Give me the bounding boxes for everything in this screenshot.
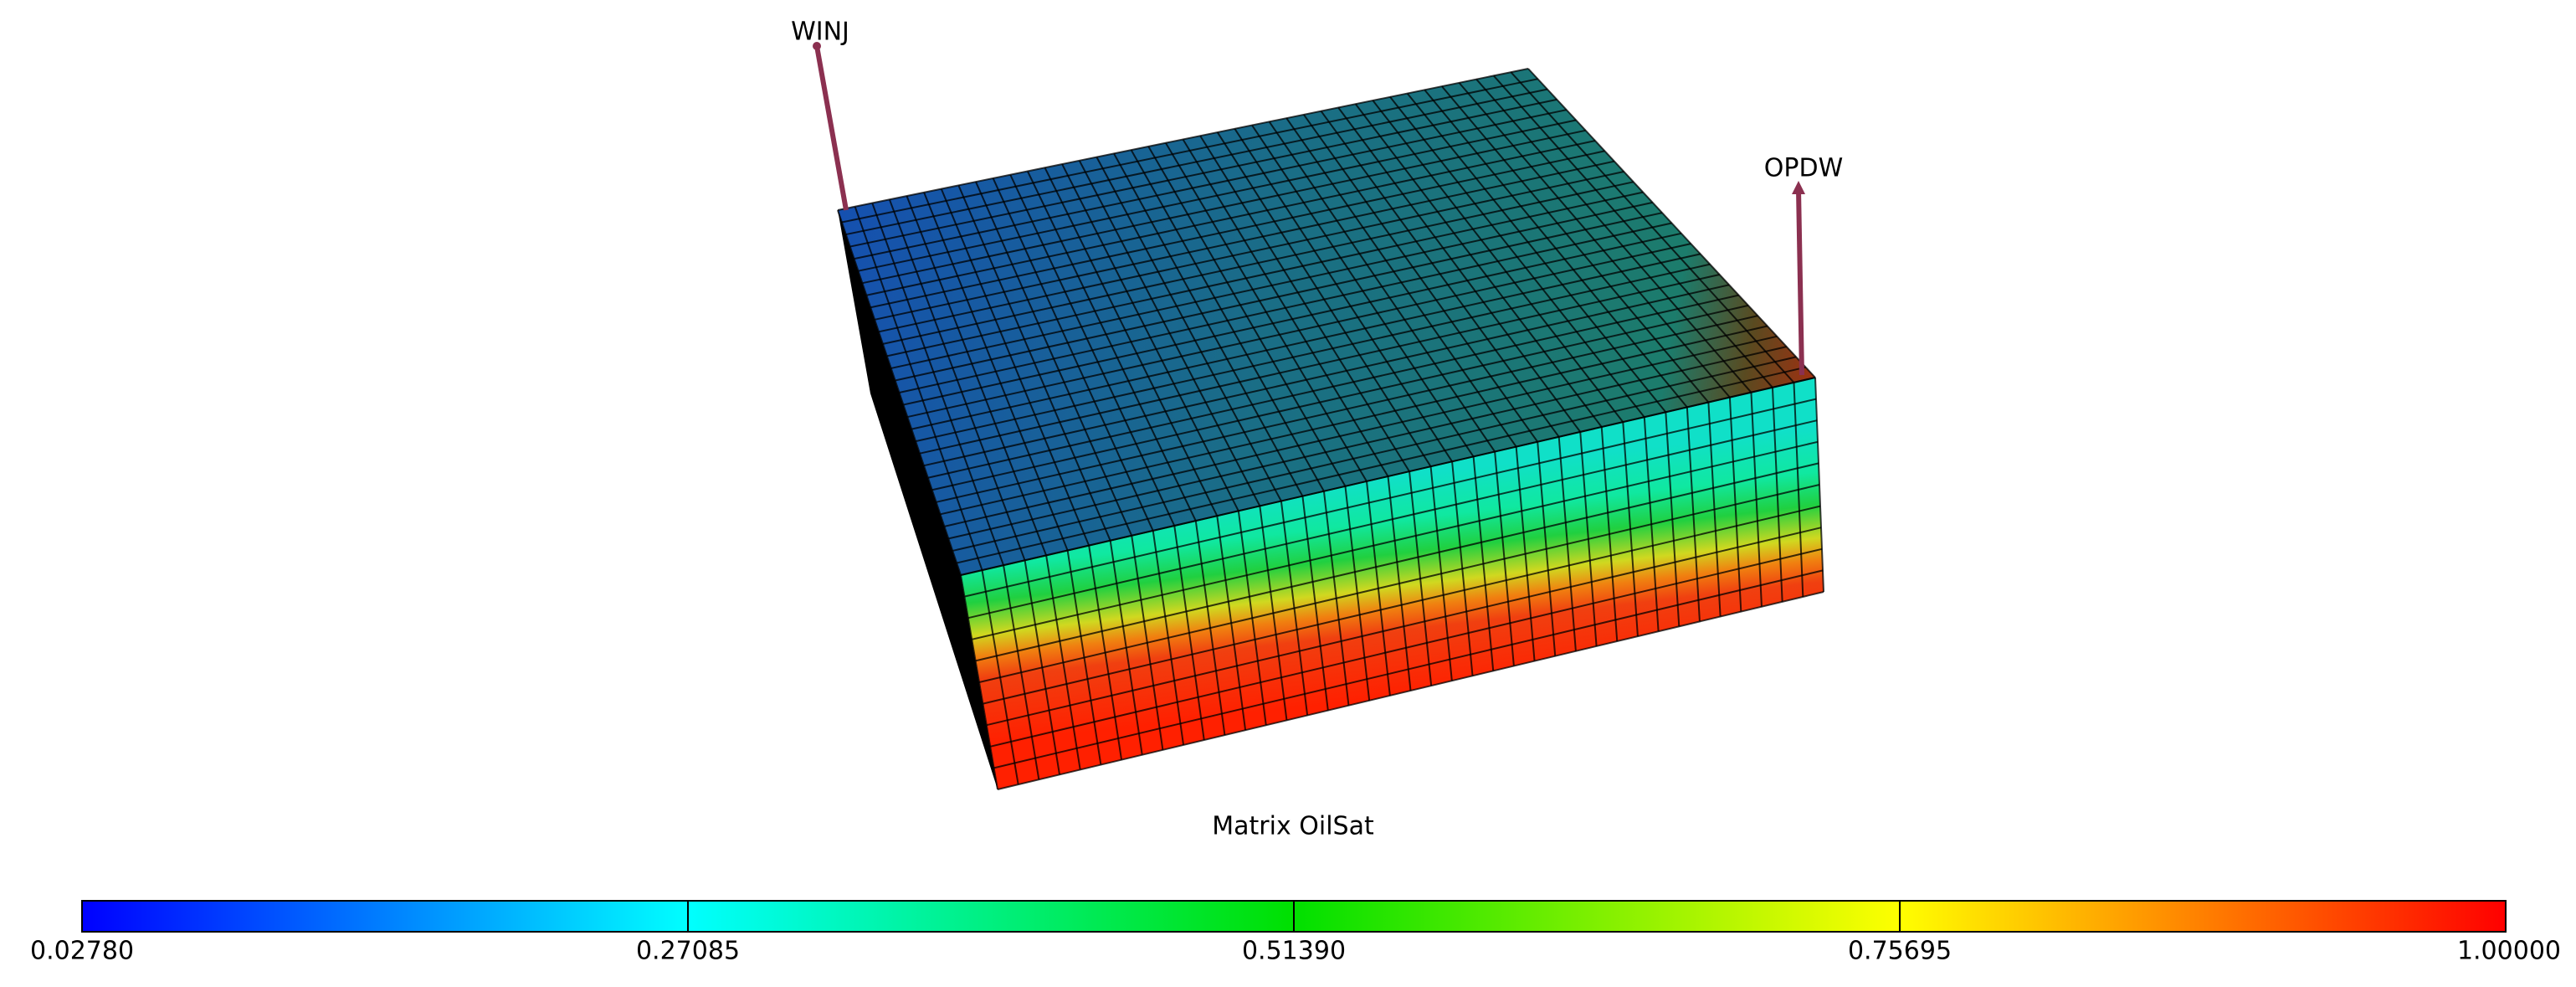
well-label: WINJ: [791, 18, 849, 47]
cell-edge: [927, 294, 1739, 479]
cell-edge: [890, 201, 1653, 369]
cell-edge: [940, 325, 1768, 516]
cell-edge: [944, 335, 1778, 527]
cell-edge: [837, 68, 1529, 211]
cell-edge: [862, 129, 1586, 285]
cell-edge: [989, 547, 1823, 748]
cell-edge: [960, 377, 1816, 576]
cell-edge: [997, 591, 1824, 790]
cell-edge: [975, 462, 1819, 662]
cell-edge: [874, 160, 1615, 321]
cell-edge: [841, 78, 1538, 224]
well-trajectory: [814, 45, 849, 211]
cell-edge: [866, 140, 1596, 296]
cell-edge: [978, 484, 1820, 683]
cell-edge: [986, 527, 1822, 727]
cell-edge: [993, 569, 1824, 769]
left-face: [838, 210, 998, 789]
cell-edge: [845, 88, 1548, 236]
cell-edge: [971, 440, 1819, 640]
cell-edge: [907, 243, 1691, 419]
cell-edge: [964, 398, 1817, 598]
well-label: OPDW: [1764, 154, 1843, 183]
cell-edge: [952, 356, 1797, 552]
cell-edge: [903, 232, 1682, 406]
well-head: [1792, 181, 1805, 194]
well-trajectory: [1796, 188, 1804, 376]
well-head: [813, 42, 821, 50]
cell-edge: [915, 263, 1711, 443]
cell-edge: [849, 98, 1557, 248]
cell-edge: [931, 304, 1749, 491]
cell-edge: [919, 274, 1720, 455]
colorbar-tick-label: 0.75695: [1848, 937, 1952, 966]
cell-edge: [967, 419, 1818, 619]
colorbar-title: Matrix OilSat: [1212, 812, 1374, 841]
cell-edge: [911, 253, 1701, 430]
cell-edge: [882, 181, 1634, 345]
cell-edge: [870, 150, 1605, 309]
cell-edge: [948, 346, 1787, 540]
cell-edge: [936, 315, 1758, 503]
cell-edge: [899, 222, 1672, 393]
reservoir-model: [837, 68, 1824, 790]
cell-edge: [886, 191, 1644, 357]
colorbar-tick-label: 0.02780: [30, 937, 134, 966]
colorbar-tick-label: 0.27085: [636, 937, 740, 966]
colorbar-tick-label: 1.00000: [2457, 937, 2561, 966]
cell-edge: [923, 284, 1730, 467]
cell-edge: [858, 119, 1577, 272]
cell-edge: [956, 366, 1806, 564]
cell-edge: [878, 171, 1624, 333]
cell-edge: [895, 212, 1663, 382]
cell-edge: [983, 505, 1821, 705]
front-face: [961, 378, 1824, 789]
cell-edge: [854, 109, 1567, 260]
colorbar-tick-label: 0.51390: [1242, 937, 1346, 966]
